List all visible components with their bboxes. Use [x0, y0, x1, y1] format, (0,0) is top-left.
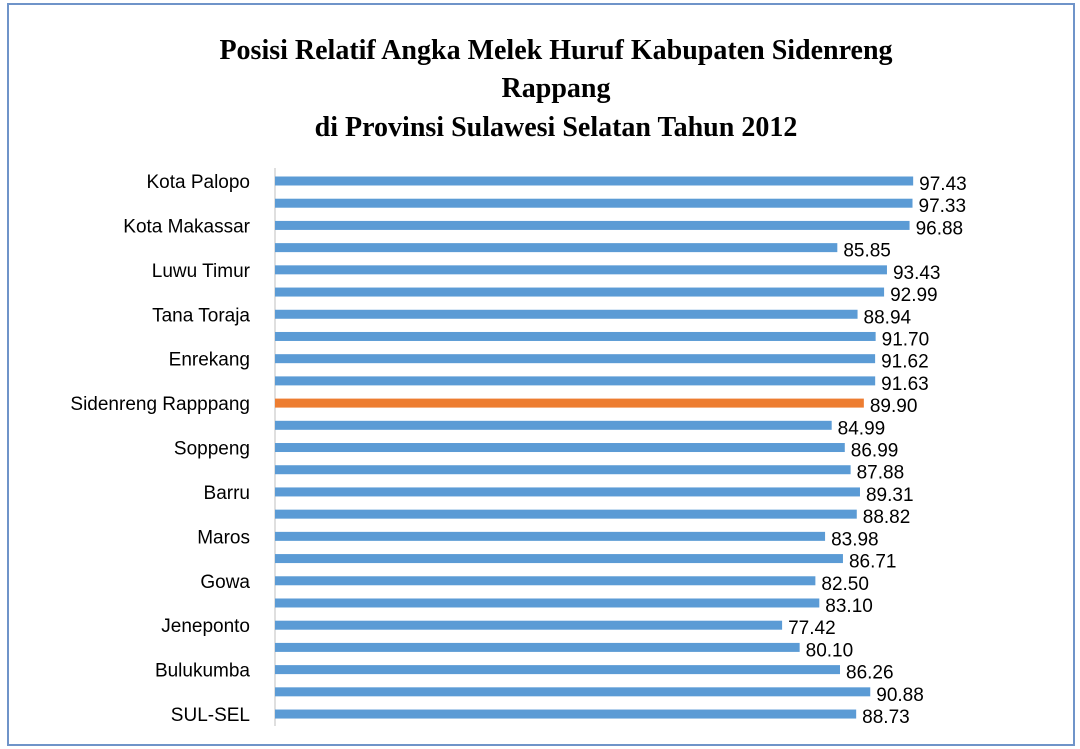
bar: [275, 576, 816, 586]
data-label: 97.33: [919, 196, 967, 217]
y-tick-label: Bulukumba: [155, 661, 250, 682]
data-label: 91.70: [882, 329, 930, 350]
data-label: 86.71: [849, 552, 897, 573]
bar: [275, 331, 876, 341]
bar: [275, 287, 885, 297]
y-tick-label: Sidenreng Rapppang: [70, 394, 250, 415]
bar: [275, 531, 826, 541]
data-label: 77.42: [788, 618, 836, 639]
data-label: 97.43: [919, 174, 967, 195]
bar: [275, 220, 910, 230]
bar: [275, 687, 871, 697]
y-tick-label: Gowa: [200, 572, 250, 593]
data-label: 86.26: [846, 663, 894, 684]
y-tick-label: SUL-SEL: [171, 705, 250, 726]
chart-frame: [7, 3, 1075, 746]
data-label: 88.82: [863, 507, 911, 528]
bar: [275, 554, 843, 564]
y-tick-label: Luwu Timur: [152, 261, 251, 282]
y-tick-label: Tana Toraja: [152, 305, 250, 326]
data-label: 83.98: [831, 529, 879, 550]
data-label: 82.50: [821, 574, 869, 595]
bar: [275, 487, 860, 497]
bar: [275, 620, 783, 630]
y-tick-label: Kota Makassar: [123, 216, 250, 237]
data-label: 96.88: [916, 218, 964, 239]
bar: [275, 198, 913, 208]
bar: [275, 265, 887, 275]
bar: [275, 376, 876, 386]
data-label: 86.99: [851, 441, 899, 462]
bar: [275, 243, 838, 253]
y-tick-label: Maros: [197, 527, 250, 548]
chart-title: di Provinsi Sulawesi Selatan Tahun 2012: [315, 112, 798, 143]
data-label: 88.94: [864, 307, 912, 328]
data-label: 89.90: [870, 396, 918, 417]
data-label: 87.88: [857, 463, 905, 484]
y-tick-label: Jeneponto: [161, 616, 250, 637]
bar: [275, 465, 851, 475]
data-label: 91.62: [881, 352, 929, 373]
chart-title: Posisi Relatif Angka Melek Huruf Kabupat…: [219, 35, 892, 66]
bar: [275, 309, 858, 319]
data-label: 83.10: [825, 596, 873, 617]
bar: [275, 665, 841, 675]
data-label: 91.63: [881, 374, 929, 395]
bar: [275, 642, 800, 652]
data-label: 90.88: [876, 685, 924, 706]
bar: [275, 176, 914, 186]
y-tick-label: Soppeng: [174, 439, 250, 460]
y-tick-label: Enrekang: [169, 350, 250, 371]
data-label: 85.85: [843, 241, 891, 262]
y-tick-label: Kota Palopo: [146, 172, 250, 193]
bar: [275, 398, 864, 408]
bar: [275, 420, 832, 430]
data-label: 89.31: [866, 485, 914, 506]
bar: [275, 443, 845, 453]
bar: [275, 509, 857, 519]
data-label: 93.43: [893, 263, 941, 284]
bar: [275, 354, 876, 364]
data-label: 80.10: [806, 640, 854, 661]
bar: [275, 709, 857, 719]
chart-title: Rappang: [502, 73, 611, 104]
bar: [275, 598, 820, 608]
y-tick-label: Barru: [204, 483, 250, 504]
data-label: 84.99: [838, 418, 886, 439]
data-label: 88.73: [862, 707, 910, 728]
data-label: 92.99: [890, 285, 938, 306]
